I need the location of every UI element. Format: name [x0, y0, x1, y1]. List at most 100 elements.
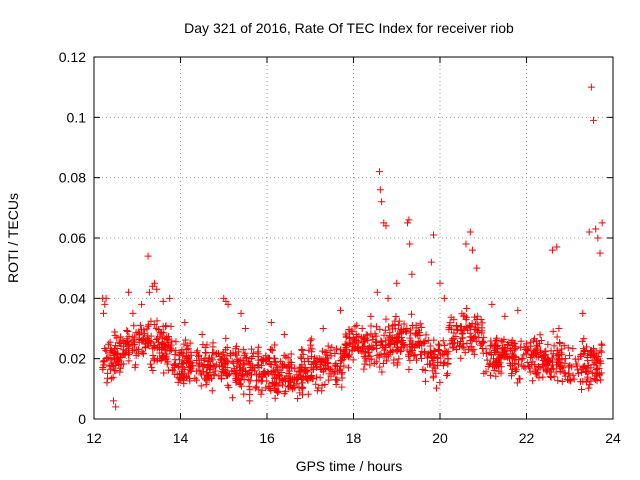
data-point	[597, 359, 605, 367]
data-point	[239, 372, 247, 380]
data-point	[194, 352, 202, 360]
data-point	[457, 354, 465, 362]
data-point	[466, 228, 474, 236]
data-point	[393, 279, 401, 287]
data-point	[247, 371, 255, 379]
data-point	[483, 356, 491, 364]
data-point	[258, 386, 266, 394]
data-point	[592, 225, 600, 233]
data-point	[514, 360, 522, 368]
axis-ticks	[93, 56, 614, 420]
data-point	[537, 347, 545, 355]
x-tick-label: 22	[519, 430, 535, 446]
data-point	[376, 186, 384, 194]
data-point	[416, 331, 424, 339]
data-point	[539, 373, 547, 381]
data-point	[518, 362, 526, 370]
data-point	[271, 394, 279, 402]
data-point	[552, 368, 560, 376]
data-point	[359, 338, 367, 346]
data-point	[585, 384, 593, 392]
data-point	[232, 342, 240, 350]
data-point	[490, 342, 498, 350]
data-point	[482, 349, 490, 357]
data-point	[422, 331, 430, 339]
data-point	[101, 300, 109, 308]
data-point	[266, 345, 274, 353]
data-point	[415, 327, 423, 335]
data-point	[580, 335, 588, 343]
data-point	[534, 363, 542, 371]
data-point	[272, 358, 280, 366]
data-point	[349, 343, 357, 351]
data-point	[395, 317, 403, 325]
data-point	[447, 336, 455, 344]
data-point	[171, 351, 179, 359]
data-point	[273, 362, 281, 370]
data-point	[421, 377, 429, 385]
data-point	[169, 367, 177, 375]
data-point	[421, 348, 429, 356]
data-point	[248, 365, 256, 373]
data-point	[254, 343, 262, 351]
data-point	[534, 343, 542, 351]
data-point	[223, 344, 231, 352]
data-point	[141, 344, 149, 352]
data-point	[237, 382, 245, 390]
data-point	[164, 336, 172, 344]
data-point	[246, 397, 254, 405]
data-point	[338, 374, 346, 382]
data-point	[365, 348, 373, 356]
data-point	[385, 340, 393, 348]
data-point	[555, 351, 563, 359]
data-point	[554, 377, 562, 385]
data-point	[134, 328, 142, 336]
data-point	[188, 359, 196, 367]
y-tick-label: 0.08	[59, 170, 86, 186]
data-point	[183, 373, 191, 381]
data-point	[249, 352, 257, 360]
data-point	[133, 346, 141, 354]
data-point	[175, 375, 183, 383]
data-point	[561, 355, 569, 363]
data-point	[522, 350, 530, 358]
data-point	[491, 358, 499, 366]
data-point	[328, 343, 336, 351]
data-point	[378, 368, 386, 376]
data-point	[114, 359, 122, 367]
x-tick-labels: 12 14 16 18 20 22 24	[86, 430, 621, 446]
data-point	[492, 372, 500, 380]
data-point	[252, 383, 260, 391]
data-point	[439, 362, 447, 370]
x-axis-label: GPS time / hours	[296, 458, 403, 474]
data-point	[462, 240, 470, 248]
data-point	[107, 375, 115, 383]
data-point	[241, 349, 249, 357]
data-point	[383, 357, 391, 365]
y-tick-label: 0.06	[59, 230, 86, 246]
data-point	[583, 352, 591, 360]
data-point	[174, 378, 182, 386]
data-point	[462, 323, 470, 331]
data-point	[443, 372, 451, 380]
x-tick-label: 18	[346, 430, 362, 446]
data-point	[308, 335, 316, 343]
data-point	[537, 337, 545, 345]
data-point	[555, 351, 563, 359]
data-point	[373, 288, 381, 296]
data-point	[596, 371, 604, 379]
data-point	[142, 336, 150, 344]
data-point	[594, 352, 602, 360]
data-point	[239, 364, 247, 372]
data-point	[317, 366, 325, 374]
data-point	[364, 336, 372, 344]
data-point	[463, 339, 471, 347]
data-point	[182, 336, 190, 344]
data-point	[508, 370, 516, 378]
data-point	[337, 306, 345, 314]
data-point	[473, 264, 481, 272]
data-point	[478, 340, 486, 348]
data-point	[362, 331, 370, 339]
data-point	[473, 315, 481, 323]
data-point	[310, 360, 318, 368]
